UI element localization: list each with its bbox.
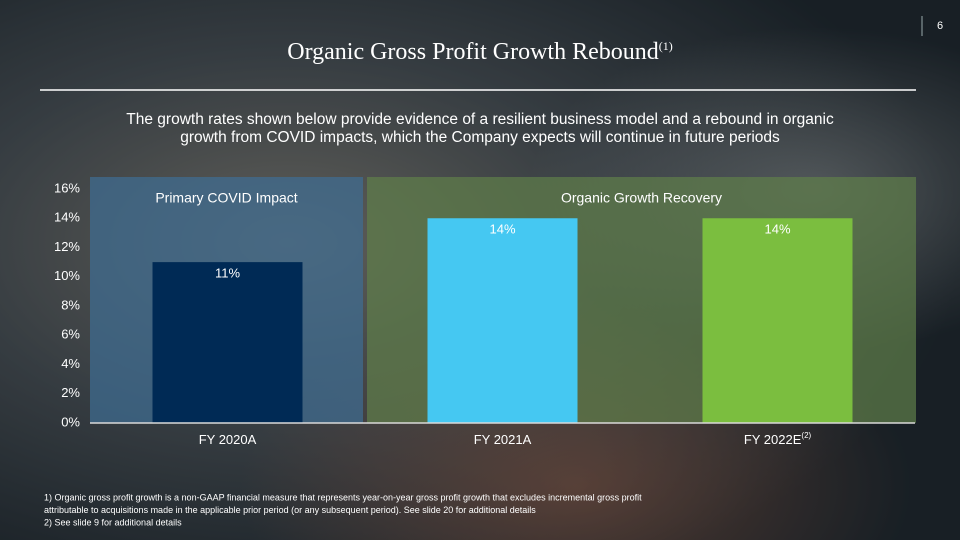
footnote: attributable to acquisitions made in the… <box>44 505 536 515</box>
plot: The growth rates shown below provide evi… <box>44 111 916 527</box>
y-tick-label: 10% <box>54 268 80 283</box>
subtitle: growth from COVID impacts, which the Com… <box>180 129 780 146</box>
category-name: FY 2021A <box>474 432 532 447</box>
title-text: Organic Gross Profit Growth Rebound <box>287 39 659 65</box>
x-tick-label: FY 2022E(2) <box>744 431 812 447</box>
y-tick-label: 16% <box>54 180 80 195</box>
subtitle: The growth rates shown below provide evi… <box>126 111 834 128</box>
category-name: FY 2022E <box>744 432 802 447</box>
y-tick-label: 0% <box>61 414 80 429</box>
region-label: Organic Growth Recovery <box>561 190 722 206</box>
y-tick-label: 12% <box>54 239 80 254</box>
category-name: FY 2020A <box>199 432 257 447</box>
value-label: 14% <box>489 222 515 237</box>
value-label: 11% <box>215 266 240 281</box>
y-tick-label: 14% <box>54 210 80 225</box>
x-tick-label: FY 2020A <box>199 432 257 447</box>
y-tick-label: 6% <box>61 327 80 342</box>
bar <box>702 218 853 423</box>
x-tick-label: FY 2021A <box>474 432 532 447</box>
bar <box>427 218 578 423</box>
y-tick-label: 2% <box>61 385 80 400</box>
y-tick-label: 8% <box>61 297 80 312</box>
value-label: 14% <box>764 222 790 237</box>
slide-title: Organic Gross Profit Growth Rebound(1) <box>287 39 673 65</box>
y-tick-label: 4% <box>61 356 80 371</box>
category-note: (2) <box>801 431 811 440</box>
footnote: 2) See slide 9 for additional details <box>44 517 182 527</box>
region-label: Primary COVID Impact <box>155 190 297 206</box>
footnote: 1) Organic gross profit growth is a non-… <box>44 492 642 502</box>
page-number: 6 <box>937 20 943 32</box>
title-note: (1) <box>659 39 673 53</box>
bar <box>152 262 303 423</box>
